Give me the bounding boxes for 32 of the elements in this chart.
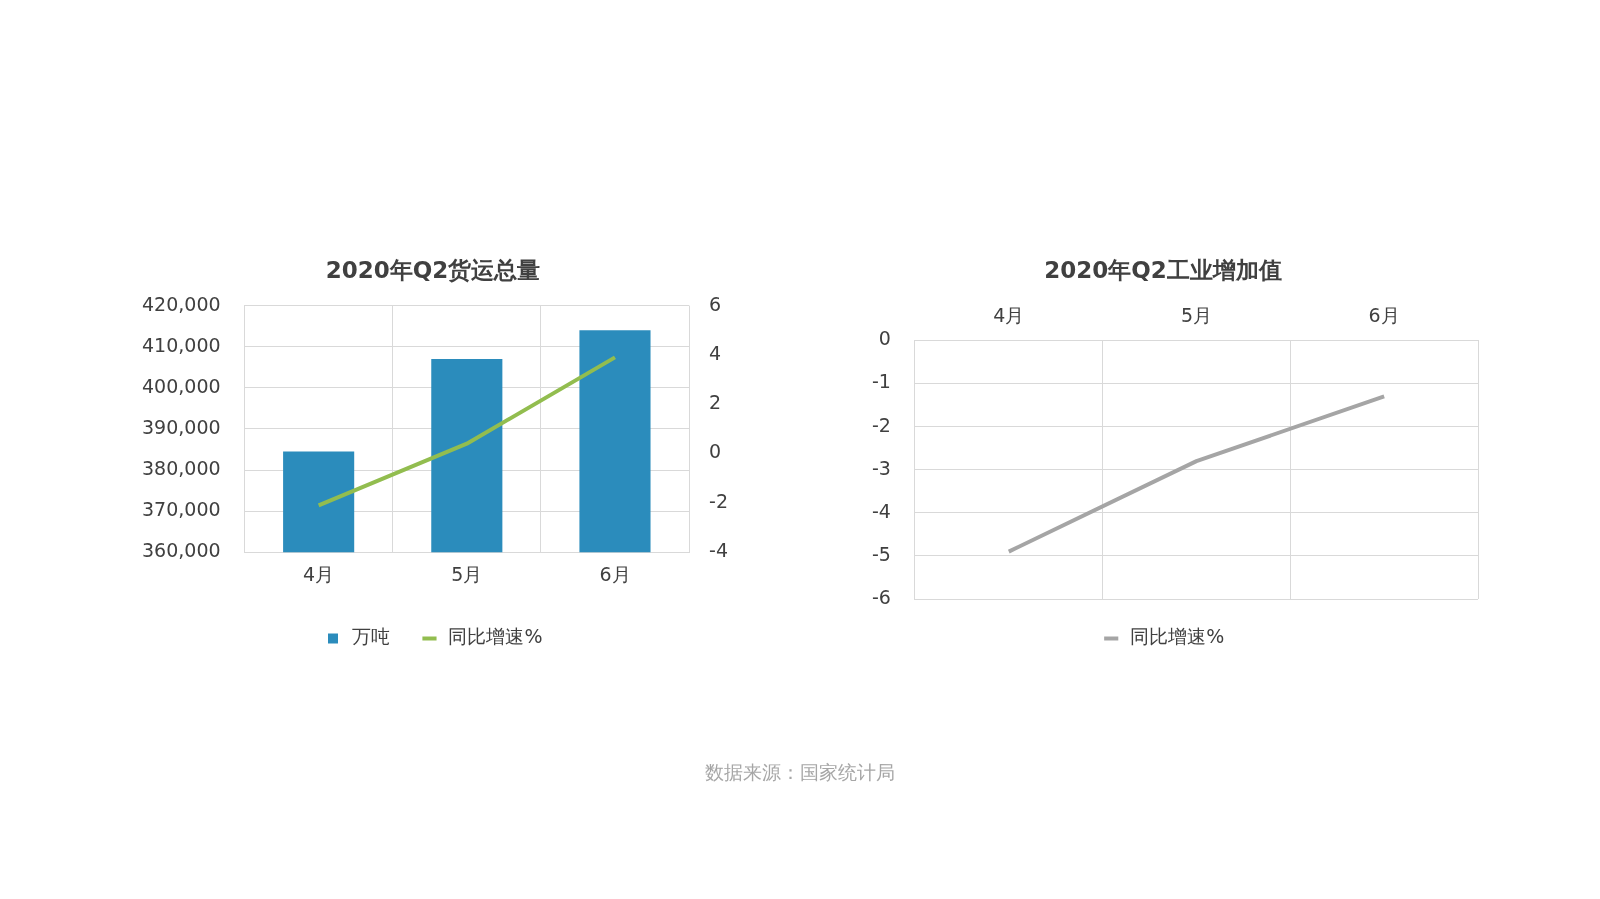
y-tick-label: 370,000 — [141, 498, 221, 521]
y2-tick-label: -2 — [709, 489, 729, 512]
y2-tick-label: 4 — [709, 341, 722, 364]
y-tick-label: 380,000 — [141, 456, 221, 479]
y-tick-label: -4 — [871, 499, 891, 522]
legend-label: 万吨 — [351, 625, 390, 648]
legend-label: 同比增速% — [448, 625, 543, 648]
y2-tick-label: 2 — [709, 391, 722, 414]
y-tick-label: 360,000 — [141, 539, 221, 562]
y-tick-label: 0 — [878, 327, 891, 350]
y-tick-label: -2 — [871, 413, 891, 436]
chart-title: 2020年Q2货运总量 — [325, 256, 541, 283]
y-tick-label: 410,000 — [141, 333, 221, 356]
x-tick-label: 5月 — [1180, 303, 1213, 326]
source-note: 数据来源：国家统计局 — [704, 760, 896, 785]
y-tick-label: 400,000 — [141, 374, 221, 397]
y-tick-label: 390,000 — [141, 415, 221, 438]
y-tick-label: -6 — [871, 585, 891, 608]
y2-tick-label: -4 — [709, 539, 729, 562]
y-tick-label: -5 — [871, 542, 891, 565]
x-tick-label: 6月 — [599, 562, 631, 585]
y-tick-label: -3 — [871, 456, 891, 479]
x-tick-label: 6月 — [1368, 303, 1400, 326]
x-tick-label: 4月 — [993, 303, 1025, 326]
y-tick-label: -1 — [871, 370, 891, 393]
chart-title: 2020年Q2工业增加值 — [1044, 256, 1282, 283]
y2-tick-label: 6 — [709, 292, 722, 315]
x-tick-label: 5月 — [451, 562, 483, 585]
y-tick-label: 420,000 — [141, 292, 221, 315]
y2-tick-label: 0 — [709, 440, 722, 463]
x-tick-label: 4月 — [303, 562, 335, 585]
legend-label: 同比增速% — [1130, 625, 1225, 648]
